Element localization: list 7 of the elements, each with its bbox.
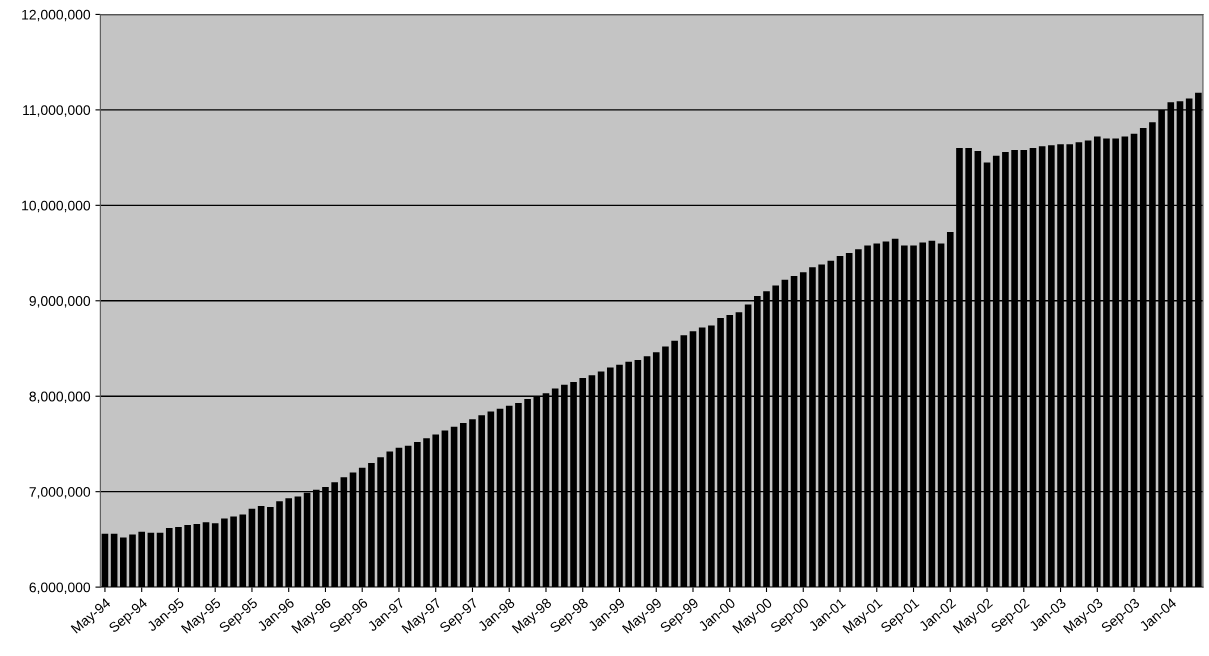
y-tick-label: 6,000,000 [29,582,91,594]
y-tick-label: 12,000,000 [22,9,91,22]
y-tick-label: 8,000,000 [29,391,91,404]
y-tick-label: 11,000,000 [23,105,91,117]
y-tick-label: 7,000,000 [29,487,91,499]
y-tick-label: 10,000,000 [22,200,91,213]
y-tick-label: 9,000,000 [29,296,91,308]
